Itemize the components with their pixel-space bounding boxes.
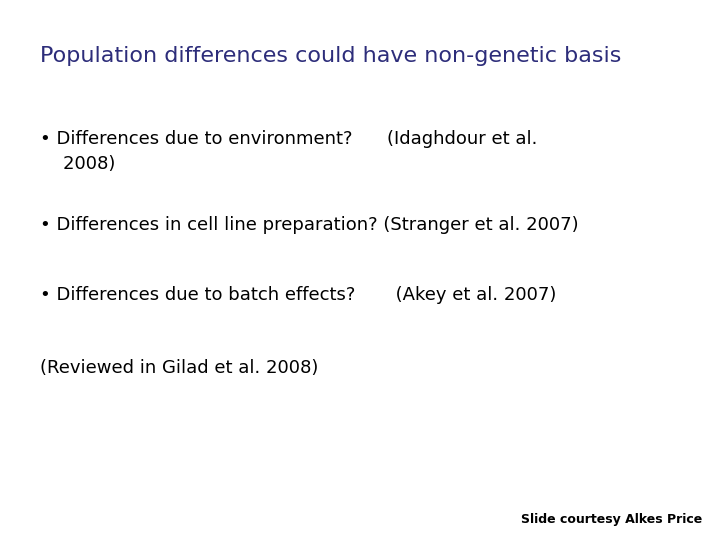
Text: Population differences could have non-genetic basis: Population differences could have non-ge…: [40, 46, 621, 66]
Text: • Differences due to environment?      (Idaghdour et al.
    2008): • Differences due to environment? (Idagh…: [40, 130, 537, 173]
Text: Slide courtesy Alkes Price: Slide courtesy Alkes Price: [521, 514, 702, 526]
Text: • Differences due to batch effects?       (Akey et al. 2007): • Differences due to batch effects? (Ake…: [40, 286, 556, 304]
Text: • Differences in cell line preparation? (Stranger et al. 2007): • Differences in cell line preparation? …: [40, 216, 578, 234]
Text: (Reviewed in Gilad et al. 2008): (Reviewed in Gilad et al. 2008): [40, 359, 318, 377]
